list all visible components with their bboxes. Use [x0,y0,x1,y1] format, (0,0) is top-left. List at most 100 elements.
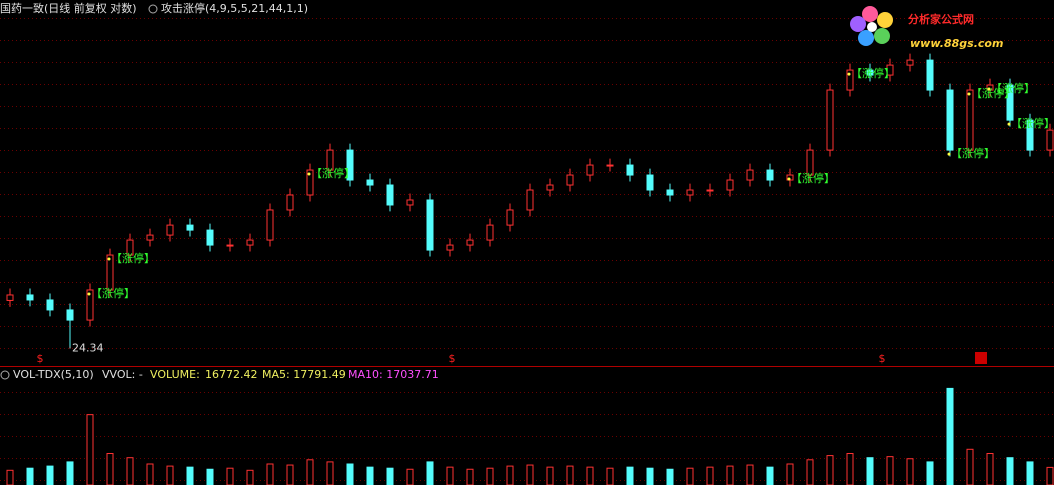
svg-text:$: $ [37,352,44,365]
svg-text:$: $ [449,352,456,365]
volume-bar [606,467,614,485]
candle-body [86,289,94,321]
candle-body [866,69,874,76]
volume-bar [586,466,594,485]
volume-bar [26,467,34,485]
volume-bar [966,448,974,485]
volume-bar [986,453,994,485]
candle-body [346,149,354,181]
volume-bar [746,464,754,485]
candle-body [806,149,814,176]
ma10-label: MA10: 17037.71 [348,368,439,381]
candle-body [586,164,594,176]
candle-body [286,194,294,211]
candle-body [426,199,434,251]
signal-dot [87,292,91,296]
signal-icons: $ $ $ [37,352,987,365]
volume-bar [526,464,534,485]
volume-bar [766,466,774,485]
volume-bar [646,467,654,485]
volume-bar [726,465,734,485]
candle-body [146,234,154,241]
volume-bar [166,465,174,485]
signal-dot [947,152,951,156]
signal-dot [967,92,971,96]
volume-bar [1026,461,1034,485]
candle-body [386,184,394,206]
volume-bar [246,469,254,485]
candle-body [826,89,834,151]
candle-body [206,229,214,246]
signal-dot [847,72,851,76]
candle-body [66,309,74,321]
candle-body [526,189,534,211]
volume-bar [206,468,214,485]
candle-body [46,299,54,311]
volume-bar [886,456,894,485]
volume-bar [566,465,574,485]
volume-bar [66,461,74,485]
candle-body [126,239,134,256]
volume-bar [366,466,374,485]
signal-dot [987,87,991,91]
candle-body [1006,84,1014,121]
logo: 分析家公式网 www.88gs.com [850,6,1003,50]
volume-bar [486,467,494,485]
ma5-label: MA5: 17791.49 [262,368,346,381]
signal-dot [1007,122,1011,126]
signal-dot [107,257,111,261]
indicator-icon [148,4,158,14]
signal-label: 【涨停】 [951,146,995,160]
candle-body [686,189,694,196]
volume-bar [106,453,114,485]
svg-text:$: $ [879,352,886,365]
candle-body [506,209,514,226]
candle-body [186,224,194,231]
logo-url: www.88gs.com [910,37,1003,50]
candle-body [406,199,414,206]
candle-body [306,169,314,196]
volume-label: VOLUME: [150,368,200,381]
volume-bar [826,455,834,485]
candle-body [366,179,374,186]
candle-body [1046,129,1054,151]
volume-bar [126,457,134,485]
candle-body [886,64,894,76]
low-label: 24.34 [72,341,104,354]
candle-body [6,294,14,301]
logo-name: 分析家公式网 [908,12,974,26]
candle-body [726,179,734,191]
volume-bar [706,466,714,485]
signal-label: 【涨停】 [311,166,355,180]
volume-bar [1006,457,1014,485]
volume-bar [86,414,94,485]
candle-body [766,169,774,181]
candle-body [326,149,334,171]
volume-bar [186,466,194,485]
vvol-label: VVOL: - [102,368,143,381]
volume-bar [1046,466,1054,485]
candle-body [666,189,674,196]
candle-body [166,224,174,236]
signal-label: 【涨停】 [991,81,1035,95]
volume-bar [266,463,274,485]
chart-title: 国药一致(日线 前复权 对数) [0,1,137,15]
candle-body [906,59,914,66]
volume-bar [806,459,814,485]
volume-bar [46,465,54,485]
candle-body [626,164,634,176]
volume-bar [406,468,414,485]
volume-bar [786,463,794,485]
candle-body [446,244,454,251]
volume-bar [306,459,314,485]
candle-body [546,184,554,191]
candle-body [846,69,854,91]
signal-label: 【涨停】 [851,66,895,80]
candle-body [466,239,474,246]
signal-label: 【涨停】 [111,251,155,265]
candle-body [106,254,114,291]
candle-body [266,209,274,241]
volume-bar [6,469,14,485]
